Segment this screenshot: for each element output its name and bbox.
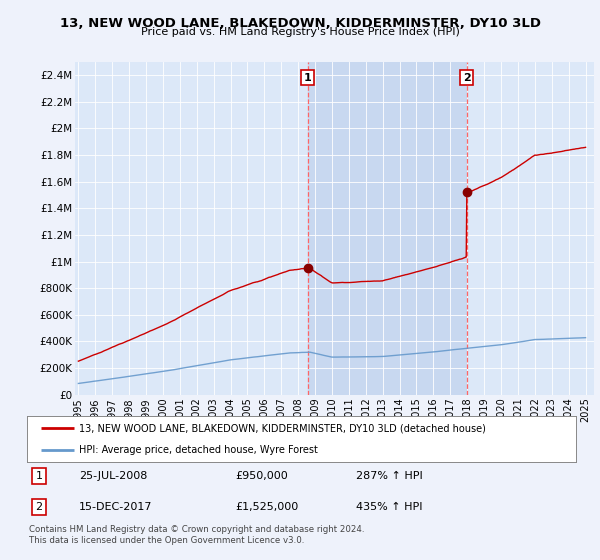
Text: HPI: Average price, detached house, Wyre Forest: HPI: Average price, detached house, Wyre… — [79, 445, 318, 455]
Bar — [308, 62, 467, 395]
Text: Price paid vs. HM Land Registry's House Price Index (HPI): Price paid vs. HM Land Registry's House … — [140, 27, 460, 38]
Text: 2: 2 — [35, 502, 43, 512]
Text: 1: 1 — [304, 73, 311, 83]
Text: 435% ↑ HPI: 435% ↑ HPI — [356, 502, 423, 512]
Text: £950,000: £950,000 — [236, 471, 289, 481]
Text: 25-JUL-2008: 25-JUL-2008 — [79, 471, 148, 481]
Text: 287% ↑ HPI: 287% ↑ HPI — [356, 471, 423, 481]
Text: 2: 2 — [463, 73, 470, 83]
Text: 15-DEC-2017: 15-DEC-2017 — [79, 502, 152, 512]
Text: Contains HM Land Registry data © Crown copyright and database right 2024.
This d: Contains HM Land Registry data © Crown c… — [29, 525, 364, 545]
Text: 13, NEW WOOD LANE, BLAKEDOWN, KIDDERMINSTER, DY10 3LD: 13, NEW WOOD LANE, BLAKEDOWN, KIDDERMINS… — [59, 17, 541, 30]
Text: 13, NEW WOOD LANE, BLAKEDOWN, KIDDERMINSTER, DY10 3LD (detached house): 13, NEW WOOD LANE, BLAKEDOWN, KIDDERMINS… — [79, 423, 486, 433]
Text: 1: 1 — [35, 471, 43, 481]
Text: £1,525,000: £1,525,000 — [236, 502, 299, 512]
